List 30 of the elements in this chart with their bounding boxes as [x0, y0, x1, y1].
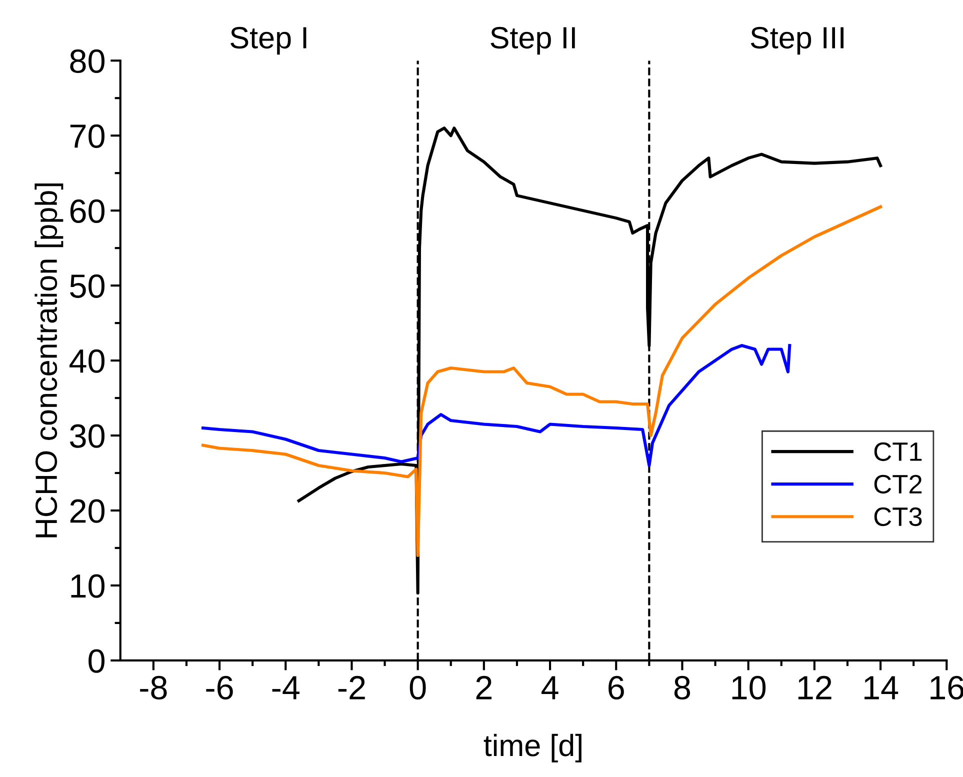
x-tick-label: 10: [732, 676, 766, 700]
text: Step I: [230, 26, 306, 55]
x-tick-label: -6: [206, 676, 233, 700]
text: Step III: [750, 26, 844, 55]
x-tick-label: -2: [338, 676, 365, 700]
x-tick-label: 12: [798, 676, 832, 700]
y-tick-label: 70: [70, 124, 104, 148]
y-tick-label: 40: [69, 349, 104, 373]
y-axis-title: HCHO concentration [ppb]: [34, 184, 64, 538]
x-tick-label: 14: [864, 676, 898, 700]
x-tick-label: 4: [542, 676, 558, 700]
x-tick-label: -8: [140, 676, 167, 700]
x-tick-label: -4: [272, 676, 300, 700]
y-tick-label: 10: [71, 574, 104, 598]
y-tick-label: 60: [70, 199, 104, 223]
y-tick-label: 50: [70, 274, 104, 298]
x-tick-label: 2: [476, 676, 492, 700]
legend-label: CT1: [874, 442, 922, 462]
line-series: [201, 344, 792, 468]
legend-label: CT3: [874, 507, 922, 526]
y-tick-label: 80: [70, 49, 104, 74]
y-tick-label: 0: [88, 649, 104, 673]
x-tick-label: 6: [608, 676, 624, 700]
text: Step II: [490, 26, 575, 55]
x-tick-label: 8: [674, 676, 690, 700]
y-tick-label: 30: [70, 424, 104, 448]
x-tick-label: 0: [410, 676, 426, 700]
legend-label: CT2: [874, 474, 922, 494]
x-axis-title: time [d]: [484, 734, 582, 762]
y-tick-label: 20: [70, 499, 104, 523]
